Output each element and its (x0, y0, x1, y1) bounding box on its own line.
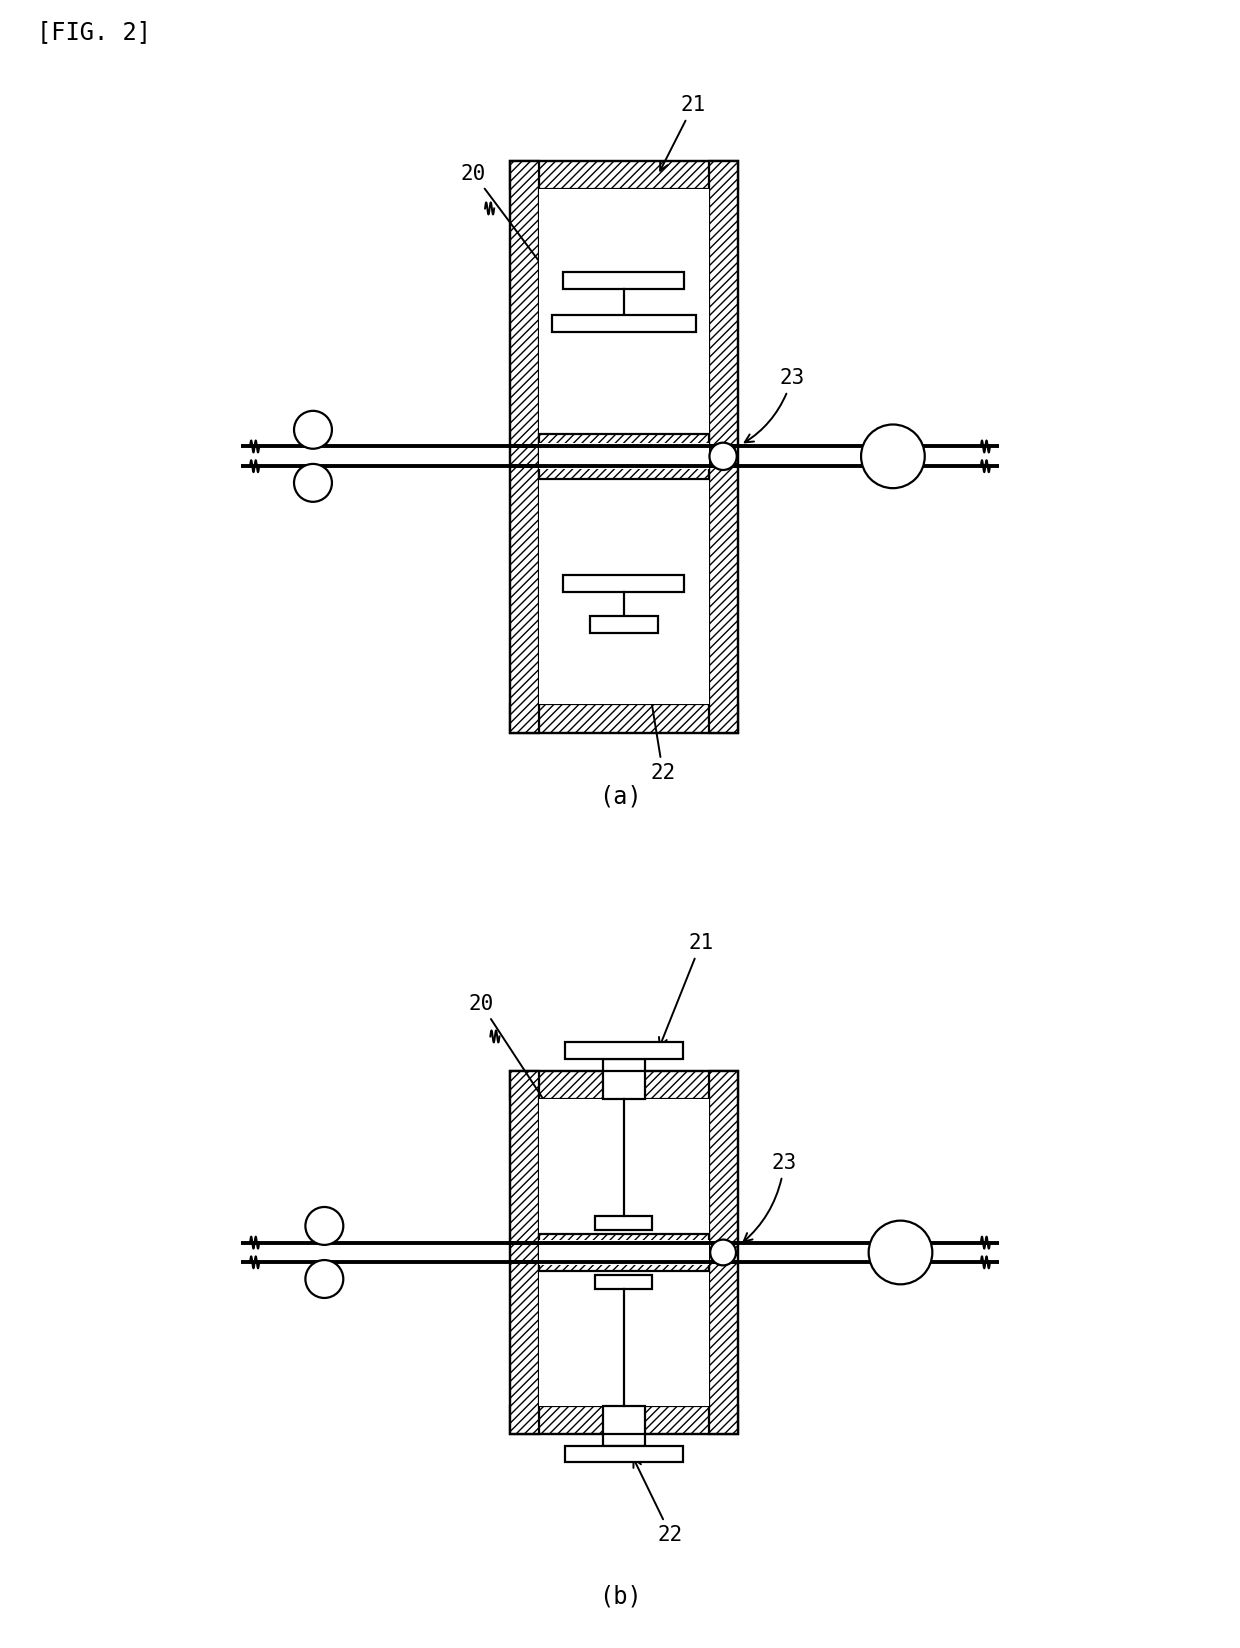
Bar (510, 1406, 738, 1434)
Bar (603, 1406, 645, 1445)
Bar (590, 616, 658, 633)
Bar (510, 704, 738, 733)
Bar (510, 1071, 738, 1099)
Bar (510, 1071, 738, 1434)
Bar (709, 1071, 738, 1434)
Circle shape (294, 410, 332, 448)
Bar (563, 575, 684, 592)
Text: 23: 23 (745, 368, 805, 442)
Bar (510, 1071, 539, 1434)
Bar (539, 1233, 709, 1272)
Bar (510, 162, 738, 733)
Text: 22: 22 (634, 1458, 683, 1544)
Circle shape (869, 1221, 932, 1284)
Circle shape (861, 425, 925, 488)
Bar (539, 190, 709, 704)
Bar (563, 272, 684, 288)
Bar (539, 1239, 709, 1266)
Bar (552, 315, 696, 331)
Text: 21: 21 (658, 933, 713, 1046)
Circle shape (305, 1206, 343, 1244)
Bar (709, 162, 738, 733)
Text: (b): (b) (599, 1585, 641, 1608)
Circle shape (709, 443, 737, 470)
Bar (603, 1060, 645, 1099)
Text: (a): (a) (599, 784, 641, 809)
Bar (539, 1099, 709, 1406)
Text: [FIG. 2]: [FIG. 2] (37, 20, 151, 44)
Bar (510, 1071, 738, 1434)
Bar (565, 1445, 682, 1462)
Bar (510, 162, 738, 733)
Text: 21: 21 (660, 96, 706, 171)
Bar (595, 1216, 652, 1229)
Text: 22: 22 (637, 630, 676, 783)
Bar (565, 1043, 682, 1060)
Bar (595, 1276, 652, 1289)
Text: 20: 20 (461, 163, 549, 274)
Circle shape (711, 1239, 737, 1266)
Text: 23: 23 (744, 1154, 797, 1241)
Circle shape (305, 1261, 343, 1299)
Bar (510, 162, 738, 190)
Bar (539, 443, 709, 470)
Bar (510, 162, 539, 733)
Circle shape (294, 465, 332, 503)
Bar (539, 433, 709, 480)
Text: 20: 20 (469, 994, 557, 1119)
